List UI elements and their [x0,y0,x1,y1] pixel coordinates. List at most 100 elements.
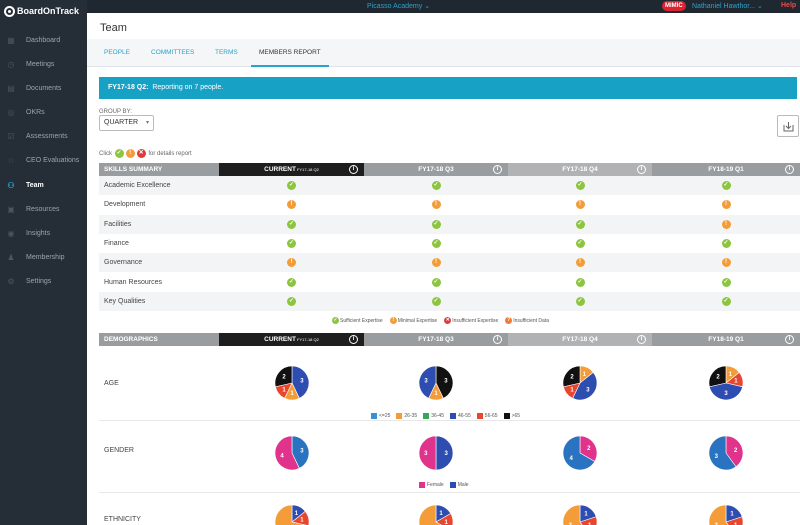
check-icon[interactable]: ✓ [431,277,441,287]
check-icon[interactable]: ✓ [287,238,296,248]
tab-terms[interactable]: TERMS [215,49,238,56]
pie-slice[interactable] [419,505,451,525]
pie-slice[interactable] [725,436,743,468]
check-icon[interactable]: ✓ [575,219,585,229]
check-icon[interactable]: ✓ [287,181,296,190]
pie-slice[interactable] [709,382,743,400]
age-pie-chart[interactable]: 313 [419,366,453,400]
legend-swatch [503,413,510,419]
warning-icon[interactable]: ! [287,200,296,210]
pie-slice[interactable] [563,366,581,388]
legend-item: Male [449,482,469,488]
user-menu[interactable]: Nathaniel Hawthor... ⌄ [692,3,763,10]
warning-icon[interactable]: ! [721,219,731,229]
pie-slice[interactable] [291,366,309,399]
tab-committees[interactable]: COMMITTEES [151,49,195,56]
gender-pie-chart[interactable]: 23 [709,436,743,470]
check-icon[interactable]: ✓ [287,219,296,229]
legend-item: ! Minimal Expertise [389,317,437,324]
ethnicity-pie-chart[interactable]: 115 [274,505,309,525]
sidebar-item-settings[interactable]: ⚙ Settings [0,271,87,291]
gender-pie-chart[interactable]: 24 [563,436,597,470]
sidebar-item-resources[interactable]: ▣ Resources [0,199,87,219]
check-icon[interactable]: ✓ [431,219,441,229]
warning-icon[interactable]: ! [431,258,441,268]
check-icon[interactable]: ✓ [575,296,585,306]
info-icon[interactable]: i [349,335,358,344]
check-icon[interactable]: ✓ [721,277,731,287]
pie-slice-label: 1 [588,523,592,525]
pie-slice[interactable] [572,371,597,400]
warning-icon[interactable]: ! [721,258,731,268]
sidebar-item-documents[interactable]: ▤ Documents [0,78,87,98]
pie-slice[interactable] [290,510,309,525]
tab-people[interactable]: PEOPLE [104,49,131,56]
pie-slice[interactable] [274,436,300,470]
warning-icon[interactable]: ! [575,258,585,268]
info-icon[interactable]: i [493,335,502,344]
info-icon[interactable]: i [785,335,794,344]
ethnicity-pie-chart[interactable]: 1 1 3 [709,505,743,525]
sidebar-item-team[interactable]: ⚇ Team [0,175,87,195]
pie-slice[interactable] [725,516,743,525]
gender-pie-chart[interactable]: 33 [419,436,453,470]
pie-slice[interactable] [419,436,437,470]
check-icon[interactable]: ✓ [721,238,731,248]
check-icon[interactable]: ✓ [575,181,585,190]
check-icon[interactable]: ✓ [721,181,731,190]
pie-slice[interactable] [709,436,737,470]
legend-label: Insufficient Expertise [452,317,499,324]
check-icon[interactable]: ✓ [431,296,441,306]
pie-slice[interactable] [579,516,597,525]
info-icon[interactable]: i [785,165,794,174]
pie-slice[interactable] [709,366,727,388]
info-icon[interactable]: i [637,335,646,344]
warning-icon[interactable]: ! [721,200,731,210]
sidebar-item-dashboard[interactable]: ▦ Dashboard [0,30,87,50]
brand-logo[interactable]: BoardOnTrack [4,4,79,18]
warning-icon[interactable]: ! [287,258,296,268]
warning-icon[interactable]: ! [431,200,441,210]
pie-slice[interactable] [435,366,453,399]
age-pie-chart[interactable]: 1 3 1 2 [563,366,597,400]
check-icon[interactable]: ✓ [575,238,585,248]
sidebar-item-label: Team [26,181,44,189]
sidebar-item-ceo-evaluations[interactable]: ☆ CEO Evaluations [0,150,87,170]
pie-slice[interactable] [291,436,309,469]
tab-members-report[interactable]: MEMBERS REPORT [251,39,329,67]
sidebar-item-assessments[interactable]: ☑ Assessments [0,126,87,146]
info-icon[interactable]: i [493,165,502,174]
check-icon[interactable]: ✓ [575,277,585,287]
ethnicity-pie-chart[interactable]: 114 [419,505,453,525]
sidebar-item-insights[interactable]: ◉ Insights [0,223,87,243]
warning-icon[interactable]: ! [575,200,585,210]
info-icon[interactable]: i [637,165,646,174]
info-icon[interactable]: i [349,165,358,174]
check-icon[interactable]: ✓ [721,296,731,306]
pie-slice[interactable] [563,436,596,470]
group-by-select[interactable]: QUARTER ▾ [99,115,154,131]
sidebar-item-okrs[interactable]: ◎ OKRs [0,102,87,122]
download-button[interactable] [777,115,799,137]
top-bar: Picasso Academy ⌄ MIMIC Nathaniel Hawtho… [0,0,800,13]
sidebar-item-meetings[interactable]: ◷ Meetings [0,54,87,74]
check-icon[interactable]: ✓ [287,277,296,287]
sidebar-item-membership[interactable]: ♟ Membership [0,247,87,267]
check-icon[interactable]: ✓ [287,296,296,306]
check-icon[interactable]: ✓ [431,181,441,190]
academy-selector[interactable]: Picasso Academy ⌄ [367,3,431,10]
pie-slice[interactable] [709,505,736,525]
check-icon[interactable]: ✓ [431,238,441,248]
pie-slice[interactable] [435,513,453,525]
pie-slice[interactable] [435,436,453,470]
pie-slice[interactable] [563,505,590,525]
pie-slice[interactable] [274,366,292,388]
ethnicity-pie-chart[interactable]: 1 1 3 [563,505,597,525]
help-link[interactable]: Help [781,2,797,9]
gender-pie-chart[interactable]: 34 [274,436,309,470]
demographics-table: DEMOGRAPHICS CURRENT FY17-18 Q2 i FY17-18 Q… [99,333,800,525]
pie-slice[interactable] [274,505,309,525]
pie-slice[interactable] [419,366,437,399]
